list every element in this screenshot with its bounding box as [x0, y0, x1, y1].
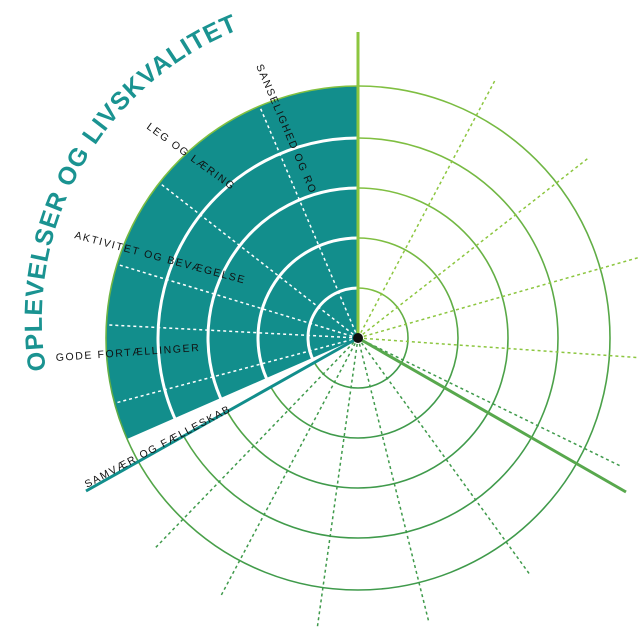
sector-ring-3 [206, 186, 359, 412]
sector-ring-4 [156, 136, 359, 436]
sector-ring-2 [256, 236, 359, 388]
white-spoke-5 [114, 337, 359, 404]
radial-spokes [106, 79, 639, 628]
green-spoke-5 [357, 337, 621, 467]
green-spoke-8 [316, 337, 359, 628]
green-spoke-10 [154, 337, 359, 549]
green-spoke-3 [357, 256, 639, 339]
left-axis [85, 336, 359, 493]
green-spoke-6 [357, 337, 531, 575]
white-spoke-1 [258, 105, 359, 339]
white-spoke-4 [106, 324, 359, 339]
green-spoke-4 [357, 337, 639, 359]
green-spoke-9 [220, 337, 359, 597]
green-spoke-2 [357, 157, 589, 339]
white-spoke-3 [116, 263, 359, 339]
green-spoke-7 [357, 337, 430, 622]
green-spoke-1 [357, 79, 496, 339]
center-dot [353, 333, 363, 343]
highlight-sector [105, 85, 359, 439]
white-spoke-2 [158, 182, 359, 339]
sector-ring-1 [306, 286, 359, 363]
right-axis [357, 336, 627, 494]
